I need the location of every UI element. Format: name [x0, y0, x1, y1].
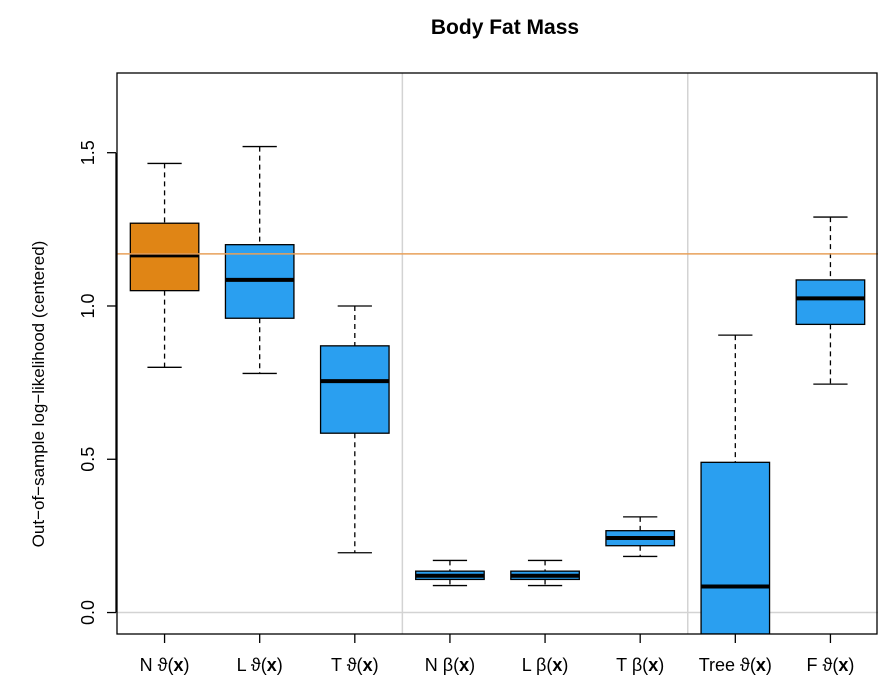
plot-border	[116, 72, 878, 635]
box-8	[795, 216, 866, 385]
box-5	[510, 559, 580, 587]
x-tick-label-5: L β(x)	[522, 655, 569, 675]
x-tick-label-3: T ϑ(x)	[331, 655, 379, 675]
box-body	[795, 279, 866, 326]
y-tick-label-3: 1.5	[78, 140, 98, 165]
x-tick-label-1: N ϑ(x)	[140, 655, 190, 675]
plot-inner	[117, 73, 878, 634]
box-3	[319, 305, 390, 554]
box-4	[415, 559, 485, 587]
x-tick-label-7: Tree ϑ(x)	[699, 655, 772, 675]
y-axis-label: Out−of−sample log−likelihood (centered)	[29, 241, 48, 548]
x-tick-label-2: L ϑ(x)	[237, 655, 283, 675]
box-body	[700, 461, 771, 634]
chart-title: Body Fat Mass	[431, 16, 579, 39]
x-tick-label-6: T β(x)	[616, 655, 664, 675]
box-1	[129, 162, 200, 368]
x-tick-label-4: N β(x)	[425, 655, 475, 675]
y-tick-label-2: 1.0	[78, 293, 98, 318]
plot-area: 0.0 0.5 1.0 1.5 N ϑ(x) L ϑ(x) T ϑ(x) N β(x) L β(…	[78, 72, 878, 675]
x-tick-label-8: F ϑ(x)	[807, 655, 855, 675]
y-tick-label-0: 0.0	[78, 600, 98, 625]
box-6	[605, 516, 676, 558]
y-tick-label-1: 0.5	[78, 447, 98, 472]
box-body	[319, 345, 390, 434]
box-2	[224, 145, 295, 375]
box-7	[700, 334, 771, 634]
